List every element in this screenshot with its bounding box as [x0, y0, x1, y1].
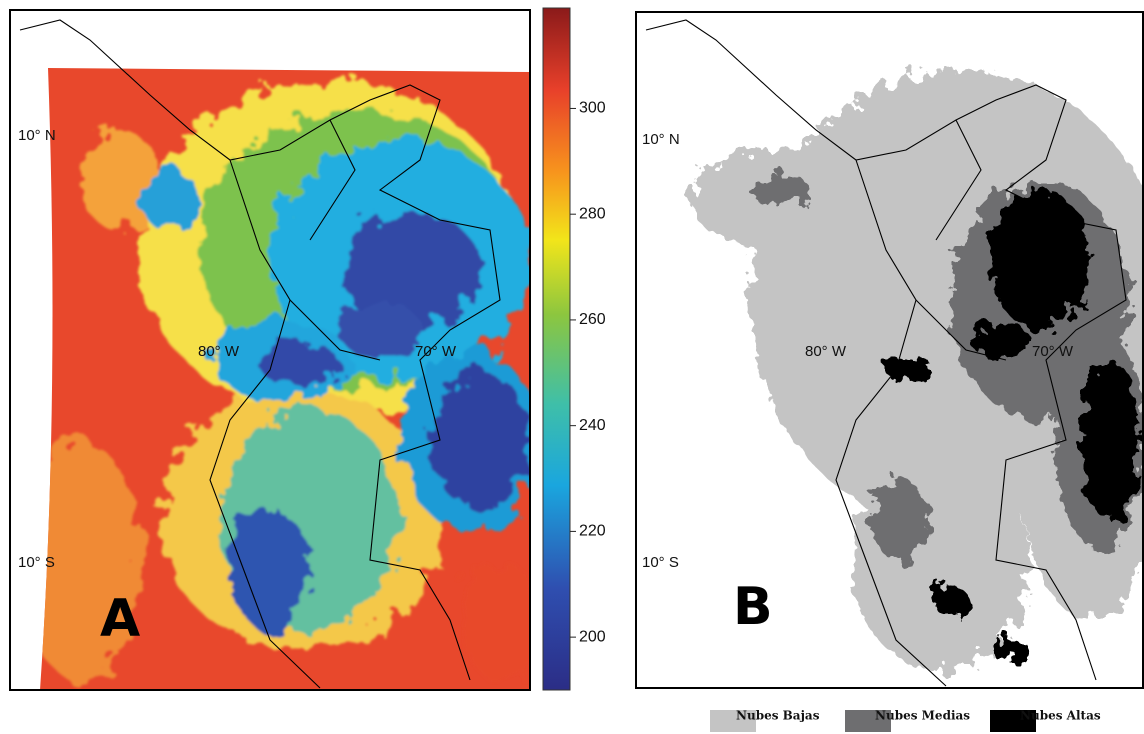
colorbar-tick-label: 200	[579, 628, 606, 645]
colorbar-tick-label: 240	[579, 417, 606, 434]
lon-label: 80° W	[198, 343, 240, 360]
legend-label: Nubes Medias	[875, 709, 970, 723]
lon-label: 70° W	[1032, 343, 1074, 360]
figure: 10° N 10° S 80° W 70° W A 200 220 240 260 28…	[0, 0, 1144, 734]
lat-label: 10° N	[642, 131, 680, 148]
colorbar-tick-label: 300	[579, 100, 606, 117]
legend-label: Nubes Altas	[1020, 709, 1101, 723]
colorbar-tick-label: 260	[579, 311, 606, 328]
panel-letter: A	[100, 589, 140, 649]
legend-label: Nubes Bajas	[736, 709, 820, 723]
panel-a: 10° N 10° S 80° W 70° W A	[10, 10, 540, 700]
colorbar-tick-label: 280	[579, 205, 606, 222]
lat-label: 10° N	[18, 127, 56, 144]
panel-letter: B	[733, 577, 773, 637]
panel-b: 10° N 10° S 80° W 70° W B	[636, 12, 1144, 688]
lat-label: 10° S	[18, 554, 55, 571]
legend: Nubes Bajas Nubes Medias Nubes Altas	[710, 709, 1101, 733]
lat-label: 10° S	[642, 554, 679, 571]
lon-label: 70° W	[415, 343, 457, 360]
lon-label: 80° W	[805, 343, 847, 360]
colorbar: 200 220 240 260 280 300	[543, 8, 606, 690]
colorbar-tick-label: 220	[579, 523, 606, 540]
colorbar-scale	[543, 8, 570, 690]
brightness-temperature-field	[20, 60, 540, 700]
